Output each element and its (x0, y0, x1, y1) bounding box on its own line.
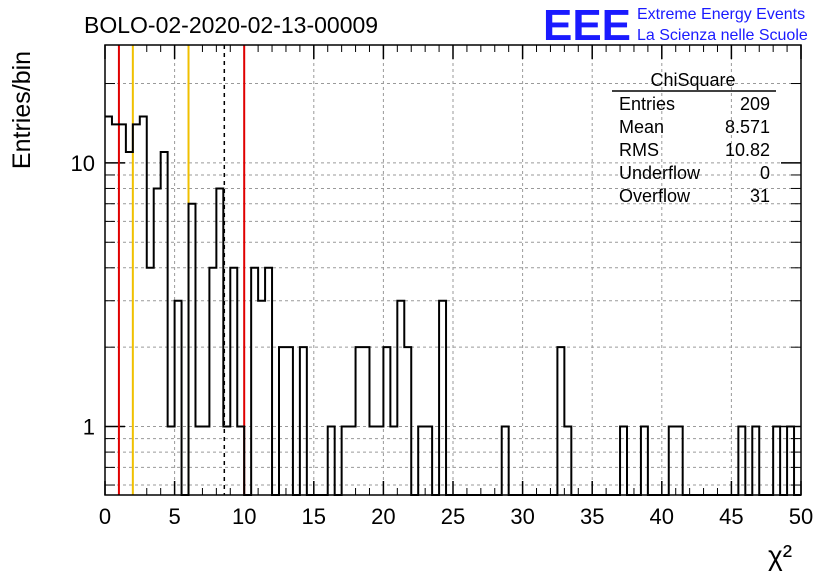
stats-value-overflow: 31 (750, 186, 770, 206)
y-tick-label: 1 (83, 415, 95, 440)
logo-line2: La Scienza nelle Scuole (637, 27, 808, 44)
x-tick-label: 20 (371, 504, 395, 529)
stats-title: ChiSquare (650, 70, 735, 90)
x-tick-label: 45 (719, 504, 743, 529)
x-tick-label: 30 (510, 504, 534, 529)
x-tick-labels: 0 5 10 15 20 25 30 35 40 45 50 (99, 504, 813, 529)
x-tick-label: 5 (168, 504, 180, 529)
stats-label-entries: Entries (619, 94, 675, 114)
stats-label-underflow: Underflow (619, 163, 701, 183)
stats-label-rms: RMS (619, 140, 659, 160)
eee-logo: EEE Extreme Energy Events La Scienza nel… (543, 1, 808, 50)
y-axis-label: Entries/bin (8, 51, 36, 169)
stats-label-overflow: Overflow (619, 186, 691, 206)
chart-title: BOLO-02-2020-02-13-00009 (84, 12, 378, 38)
stats-label-mean: Mean (619, 117, 664, 137)
x-axis-label: χ² (768, 540, 792, 571)
y-axis-ticks (105, 83, 801, 486)
logo-mark: EEE (543, 1, 631, 50)
y-tick-labels: 1 10 (71, 151, 95, 440)
plot-frame (104, 44, 802, 496)
x-tick-label: 40 (650, 504, 674, 529)
x-tick-label: 50 (789, 504, 813, 529)
histogram-outline (105, 115, 801, 496)
x-tick-label: 0 (99, 504, 111, 529)
x-tick-label: 25 (441, 504, 465, 529)
stats-value-rms: 10.82 (725, 140, 770, 160)
stats-value-mean: 8.571 (725, 117, 770, 137)
x-tick-label: 15 (302, 504, 326, 529)
stats-value-underflow: 0 (760, 163, 770, 183)
x-tick-label: 35 (580, 504, 604, 529)
stats-box: ChiSquare Entries 209 Mean 8.571 RMS 10.… (612, 70, 776, 206)
y-tick-label: 10 (71, 151, 95, 176)
x-tick-label: 10 (232, 504, 256, 529)
logo-line1: Extreme Energy Events (637, 6, 805, 23)
stats-value-entries: 209 (740, 94, 770, 114)
